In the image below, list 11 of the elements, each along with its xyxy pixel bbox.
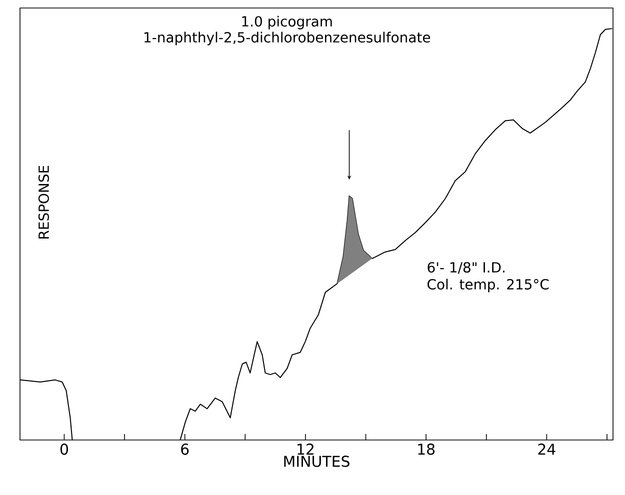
x-tick-label: 24 [538,444,556,455]
x-tick-label: 6 [181,444,189,455]
chart-title: 1.0 picogram [242,16,332,30]
x-axis-title: MINUTES [284,456,350,467]
annotation: 6'- 1/8" I.D. [428,262,504,274]
chart-subtitle: 1-naphthyl-2,5-dichlorobenzenesulfonate [144,32,430,46]
x-tick-label: 0 [60,444,68,455]
x-tick-label: 18 [418,444,435,455]
annotation: Col. temp. 215°C [428,278,549,292]
y-axis-title: RESPONSE [38,166,49,238]
x-tick-label: 12 [298,444,314,455]
